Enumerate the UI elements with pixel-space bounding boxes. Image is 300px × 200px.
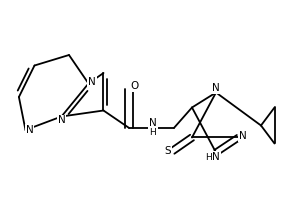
Text: N: N: [26, 125, 33, 135]
Text: S: S: [165, 146, 171, 156]
Text: N: N: [58, 115, 65, 125]
Text: N: N: [212, 83, 220, 93]
Text: N: N: [212, 152, 220, 162]
Text: O: O: [130, 81, 139, 91]
Text: N: N: [238, 131, 246, 141]
Text: N: N: [149, 118, 157, 128]
Text: H: H: [150, 128, 156, 137]
Text: H: H: [205, 153, 212, 162]
Text: N: N: [88, 77, 96, 87]
